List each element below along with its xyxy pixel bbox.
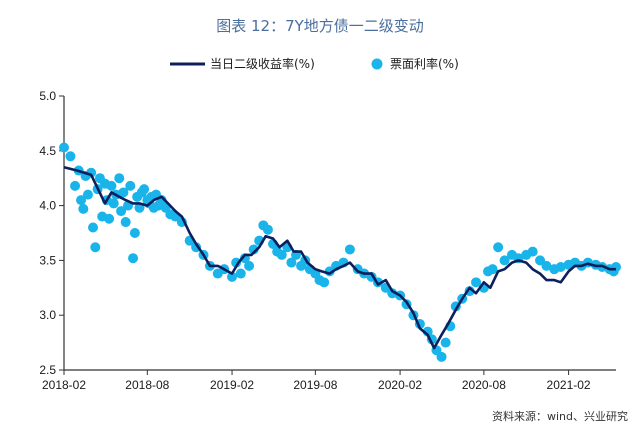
scatter-point [541,260,552,271]
scatter-point [114,173,125,184]
x-tick-label: 2019-08 [293,378,337,392]
y-tick-label: 3.0 [39,308,56,322]
x-tick-label: 2020-08 [462,378,506,392]
scatter-point [139,184,150,195]
scatter-point [262,224,273,235]
scatter-point [231,257,242,268]
x-tick-label: 2018-02 [42,378,86,392]
scatter-point [59,142,69,153]
x-axis-ticks: 2018-02 2018-08 2019-02 2019-08 2020-02 2020-… [42,370,591,392]
scatter-point [88,222,99,233]
legend-dot-label: 票面利率(%) [390,56,459,71]
scatter-point [499,255,510,266]
scatter-point [108,198,119,209]
y-tick-label: 2.5 [39,363,56,377]
scatter-point [527,246,538,257]
scatter-point [487,264,498,275]
scatter-point [106,180,117,191]
scatter-point [493,242,504,253]
x-tick-label: 2021-02 [547,378,591,392]
scatter-point [555,261,566,272]
scatter-point [78,203,89,214]
scatter-point [286,257,297,268]
y-tick-label: 3.5 [39,253,56,267]
scatter-point [70,180,81,191]
legend-line-label: 当日二级收益率(%) [210,56,315,71]
scatter-point [319,277,330,288]
x-tick-label: 2018-08 [125,378,169,392]
scatter-point [440,337,451,348]
x-tick-label: 2020-02 [378,378,422,392]
scatter-point [276,249,287,260]
y-tick-label: 4.5 [39,144,56,158]
scatter-point [387,288,398,299]
scatter-point [76,195,87,206]
scatter-point [436,351,447,362]
scatter-series [59,142,621,362]
scatter-point [82,189,93,200]
x-tick-label: 2019-02 [210,378,254,392]
scatter-point [344,244,355,255]
y-tick-label: 4.0 [39,199,56,213]
scatter-point [244,260,255,271]
scatter-point [129,228,140,238]
line-series-path [63,165,616,350]
scatter-point [128,253,139,264]
scatter-point [125,180,136,191]
scatter-point [120,217,131,228]
scatter-point [235,268,246,279]
scatter-point [471,277,482,288]
scatter-point [90,242,101,253]
chart-title: 图表 12：7Y地方债一二级变动 [216,17,424,35]
scatter-point [65,151,76,162]
scatter-point [118,187,129,198]
y-tick-label: 5.0 [39,89,56,103]
scatter-point [104,213,115,224]
scatter-point [227,271,238,282]
y-axis-ticks: 2.5 3.0 3.5 4.0 4.5 5.0 [39,89,64,377]
source-note: 资料来源：wind、兴业研究 [492,409,628,423]
legend-dot-swatch [371,58,383,70]
scatter-point [116,206,127,217]
legend: 当日二级收益率(%) 票面利率(%) [170,56,459,71]
